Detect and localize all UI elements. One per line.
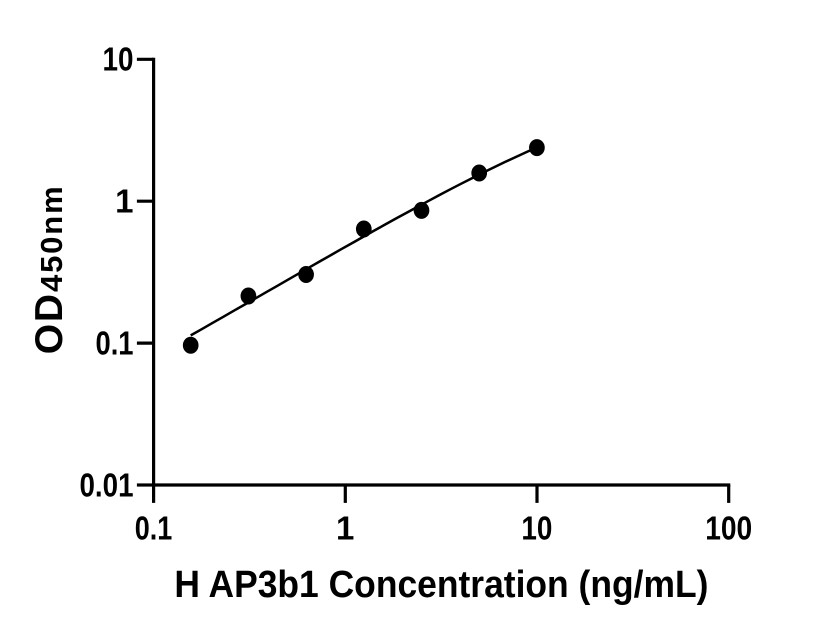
svg-text:1: 1 — [336, 509, 354, 546]
svg-text:OD450nm: OD450nm — [28, 186, 71, 354]
svg-text:0.1: 0.1 — [96, 324, 134, 361]
svg-text:H AP3b1 Concentration (ng/mL): H AP3b1 Concentration (ng/mL) — [174, 564, 708, 606]
svg-text:10: 10 — [103, 41, 134, 78]
svg-text:0.1: 0.1 — [135, 509, 173, 546]
svg-text:100: 100 — [705, 509, 752, 546]
svg-text:10: 10 — [521, 509, 552, 546]
svg-text:0.01: 0.01 — [80, 466, 134, 503]
svg-text:1: 1 — [115, 183, 133, 220]
